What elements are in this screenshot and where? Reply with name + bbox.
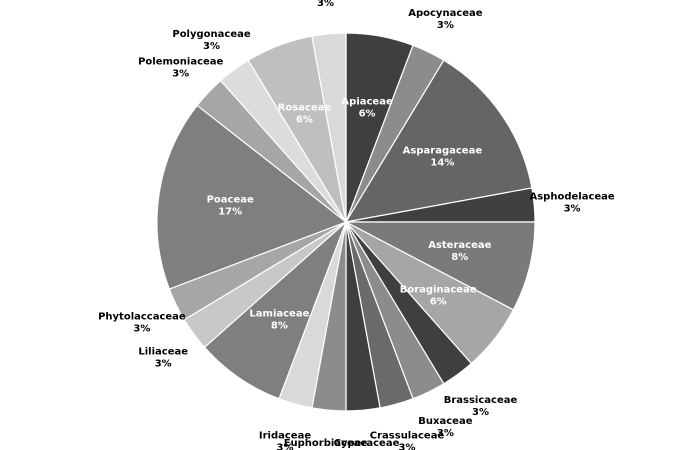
slice-percent-label: 3% — [277, 443, 294, 450]
pie-label-poaceae: Poaceae 17% — [207, 194, 254, 217]
slice-name-label: Asphodelaceae — [529, 192, 614, 203]
slice-name-label: Poaceae — [207, 194, 254, 205]
slice-percent-label: 17% — [218, 206, 242, 217]
slice-name-label: Polygonaceae — [172, 29, 250, 40]
pie-label-liliaceae: Liliaceae 3% — [138, 347, 188, 370]
slice-name-label: Rosaceae — [278, 102, 332, 113]
slice-name-label: Lamiaceae — [249, 308, 309, 319]
pie-label-iridaceae: Iridaceae 3% — [259, 431, 311, 450]
slice-name-label: Euphorbiaceae — [284, 438, 368, 449]
pie-label-brassicaceae: Brassicaceae 3% — [444, 395, 518, 418]
pie-label-euphorbiaceae: Euphorbiaceae3% — [284, 438, 368, 450]
slice-name-label: Apocynaceae — [408, 8, 483, 19]
slice-percent-label: 8% — [271, 320, 288, 331]
slice-name-label: Liliaceae — [138, 347, 188, 358]
pie-label-lamiaceae: Lamiaceae 8% — [249, 308, 309, 331]
pie-label-polemoniaceae: Polemoniaceae 3% — [138, 56, 223, 79]
slice-percent-label: 14% — [430, 157, 454, 168]
slice-name-label: Cyperaceae — [334, 438, 400, 449]
pie-label-phytolaccaceae: Phytolaccaceae 3% — [98, 311, 186, 334]
slice-name-label: Asteraceae — [428, 240, 491, 251]
slice-percent-label: 3% — [317, 0, 334, 9]
slice-percent-label: 3% — [564, 204, 581, 215]
slice-name-label: Apiaceae — [341, 97, 393, 108]
slice-name-label: Boraginaceae — [400, 284, 477, 295]
slice-name-label: Iridaceae — [259, 431, 311, 442]
pie-label-asparagaceae: Asparagaceae 14% — [403, 145, 483, 168]
slice-percent-label: 3% — [472, 407, 489, 418]
slice-name-label: Buxaceae — [418, 416, 472, 427]
slice-percent-label: 3% — [133, 323, 150, 334]
pie-slice-poaceae — [156, 104, 348, 290]
slice-percent-label: 6% — [430, 296, 447, 307]
pie-label-buxaceae: Buxaceae 3% — [418, 416, 472, 439]
slice-percent-label: 8% — [451, 252, 468, 263]
slice-percent-label: 3% — [437, 20, 454, 31]
pie-label-asteraceae: Asteraceae 8% — [428, 240, 491, 263]
pie-slice-asparagaceae — [344, 59, 533, 223]
slice-name-label: Phytolaccaceae — [98, 311, 186, 322]
slice-name-label: Asparagaceae — [403, 145, 483, 156]
slice-percent-label: 6% — [359, 109, 376, 120]
pie-label-apiaceae: Apiaceae 6% — [341, 97, 393, 120]
slice-name-label: Brassicaceae — [444, 395, 518, 406]
pie-label-boraginaceae: Boraginaceae 6% — [400, 284, 477, 307]
pie-label-apocynaceae: Apocynaceae 3% — [408, 8, 483, 31]
slice-name-label: Crassulaceae — [370, 431, 445, 442]
pie-label-rosaceae: Rosaceae 6% — [278, 102, 332, 125]
pie-slice-saxifragaceae — [311, 32, 347, 223]
pie-label-saxifragaceae: Saxifragaceae3% — [285, 0, 365, 9]
slice-percent-label: 3% — [203, 41, 220, 52]
pie-slices — [156, 32, 536, 412]
pie-labels: Apiaceae 6%Apocynaceae 3%Asparagaceae 14%As… — [98, 0, 615, 450]
slice-percent-label: 3% — [172, 68, 189, 79]
slice-percent-label: 3% — [399, 443, 416, 450]
pie-label-asphodelaceae: Asphodelaceae 3% — [529, 192, 614, 215]
slice-name-label: Polemoniaceae — [138, 56, 223, 67]
pie-label-crassulaceae: Crassulaceae 3% — [370, 431, 445, 450]
slice-percent-label: 3% — [155, 359, 172, 370]
slice-percent-label: 3% — [437, 428, 454, 439]
pie-label-cyperaceae: Cyperaceae3% — [334, 438, 400, 450]
pie-label-polygonaceae: Polygonaceae 3% — [172, 29, 250, 52]
slice-percent-label: 6% — [296, 114, 313, 125]
